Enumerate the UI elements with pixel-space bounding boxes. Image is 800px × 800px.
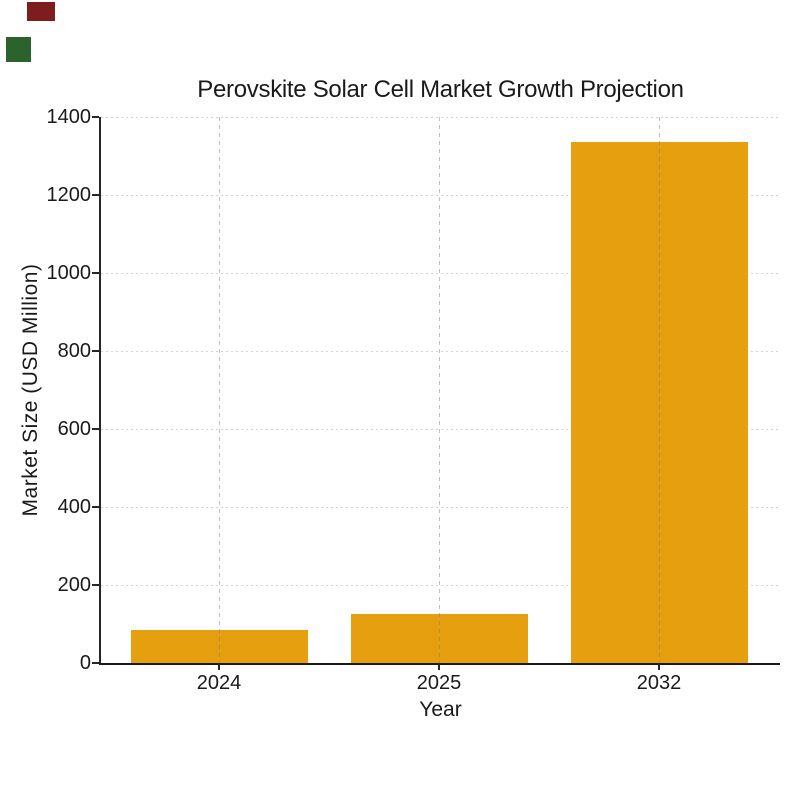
x-tick-mark <box>218 663 220 670</box>
y-axis-label: Market Size (USD Million) <box>19 263 42 517</box>
gridline-h <box>101 584 780 586</box>
x-tick-mark <box>658 663 660 670</box>
y-tick-label: 800 <box>57 340 91 362</box>
y-tick-mark <box>92 584 99 586</box>
y-tick-label: 200 <box>57 574 91 596</box>
y-tick-mark <box>92 428 99 430</box>
corner-patch-maroon <box>27 2 55 21</box>
bar-2032 <box>570 141 748 663</box>
y-tick-label: 400 <box>57 496 91 518</box>
chart-title: Perovskite Solar Cell Market Growth Proj… <box>197 76 684 103</box>
y-tick-mark <box>92 350 99 352</box>
gridline-h <box>101 506 780 508</box>
gridline-h <box>101 350 780 352</box>
gridline-v <box>658 117 660 663</box>
y-tick-label: 600 <box>57 418 91 440</box>
gridline-h <box>101 194 780 196</box>
bar-2025 <box>350 614 528 663</box>
y-tick-mark <box>92 194 99 196</box>
corner-patch-green <box>6 37 31 62</box>
plot-area <box>92 116 780 670</box>
x-tick-mark <box>438 663 440 670</box>
gridline-h <box>101 116 780 118</box>
gridline-h <box>101 428 780 430</box>
x-tick-label: 2024 <box>196 672 242 694</box>
x-tick-label: 2025 <box>416 672 462 694</box>
y-tick-label: 1000 <box>46 262 92 284</box>
x-tick-label: 2032 <box>636 672 682 694</box>
y-tick-label: 1400 <box>46 106 92 128</box>
y-tick-mark <box>92 506 99 508</box>
y-axis-spine <box>99 117 101 665</box>
y-tick-mark <box>92 662 99 664</box>
gridline-v <box>438 117 440 663</box>
y-tick-mark <box>92 272 99 274</box>
x-axis-label: Year <box>419 698 462 721</box>
gridline-v <box>218 117 220 663</box>
y-tick-mark <box>92 116 99 118</box>
y-tick-label: 1200 <box>46 184 92 206</box>
gridline-h <box>101 272 780 274</box>
y-tick-label: 0 <box>79 652 91 674</box>
bar-2024 <box>130 629 308 663</box>
